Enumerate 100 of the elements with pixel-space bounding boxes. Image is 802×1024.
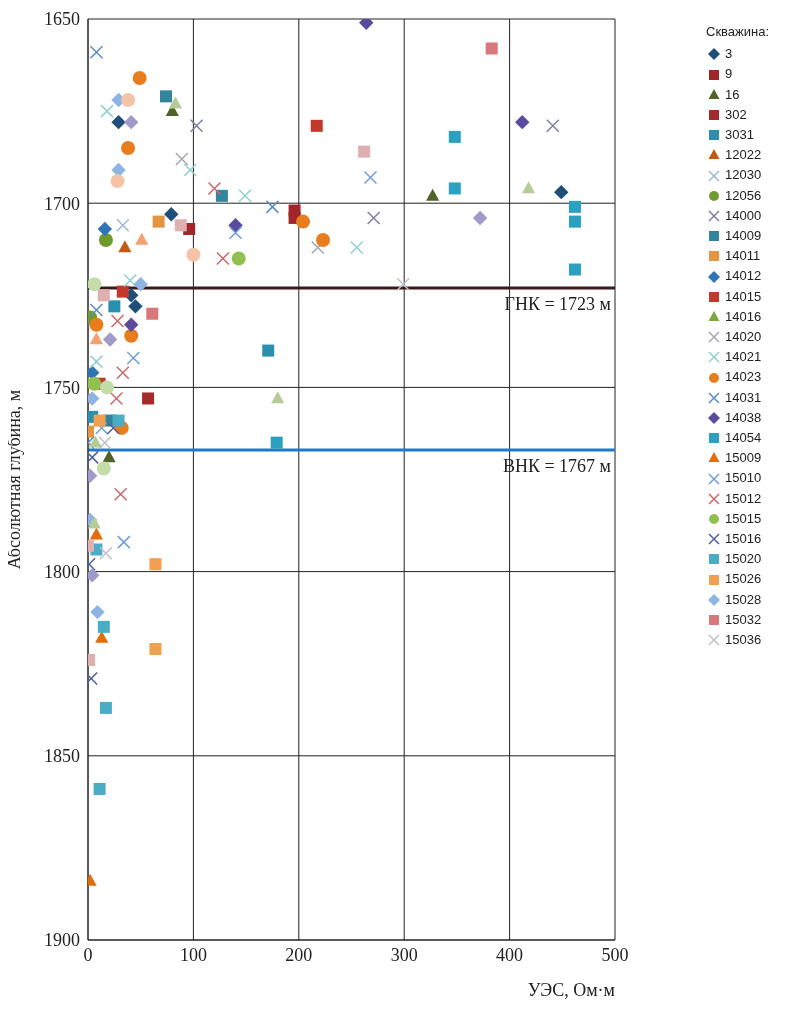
legend-label: 15028 [725, 590, 762, 609]
point [546, 119, 560, 133]
point [271, 391, 285, 404]
legend-label: 15009 [725, 449, 762, 468]
point [102, 450, 116, 463]
point [112, 414, 125, 427]
x-tick-label: 500 [601, 944, 629, 965]
legend-label: 15026 [725, 570, 762, 589]
y-tick-label: 1800 [44, 561, 80, 582]
point [228, 225, 243, 240]
legend-label: 14012 [725, 267, 762, 286]
point [118, 240, 132, 253]
point [175, 152, 189, 166]
legend-label: 3 [725, 45, 733, 64]
point [472, 210, 488, 226]
point [88, 277, 102, 292]
point [135, 232, 149, 245]
legend-label: 15010 [725, 469, 762, 488]
point [89, 354, 104, 369]
point [111, 114, 126, 130]
point [108, 300, 121, 313]
legend-label: 12056 [725, 186, 762, 205]
point [485, 42, 498, 55]
point [88, 376, 102, 391]
point [95, 630, 109, 643]
point [89, 303, 104, 317]
legend-label: 15016 [725, 530, 762, 549]
point [164, 207, 179, 222]
point [116, 285, 129, 298]
x-tick-label: 300 [390, 944, 418, 965]
legend-label: 14020 [725, 328, 762, 347]
legend-label: 14021 [725, 348, 762, 367]
legend-label: 12030 [725, 166, 762, 185]
point [97, 289, 110, 302]
y-axis-title: Абсолютная глубина, м [4, 389, 25, 570]
point [142, 392, 155, 405]
point [121, 140, 136, 155]
point [568, 200, 581, 213]
point [89, 527, 104, 540]
legend-label: 14031 [725, 388, 762, 407]
legend-label: 15012 [725, 489, 762, 508]
point [110, 174, 125, 189]
legend-label: 14011 [725, 247, 761, 266]
point [363, 170, 378, 185]
point [238, 189, 252, 203]
point [89, 45, 104, 59]
point [93, 782, 106, 795]
point [124, 328, 139, 343]
point [116, 365, 130, 380]
legend-label: 15036 [725, 631, 762, 650]
point [133, 277, 148, 292]
point [310, 119, 323, 132]
point [426, 188, 440, 201]
point [124, 114, 139, 130]
point [311, 240, 325, 255]
point [448, 130, 461, 143]
y-tick-label: 1700 [44, 193, 80, 214]
point [396, 277, 410, 291]
point [99, 380, 114, 395]
point [97, 221, 113, 237]
point [88, 516, 101, 529]
point [207, 181, 222, 196]
legend-label: 15032 [725, 610, 762, 629]
y-tick-label: 1750 [44, 377, 80, 398]
point [121, 93, 136, 108]
point [99, 701, 112, 714]
legend-label: 14023 [725, 368, 762, 387]
point [98, 435, 112, 450]
point [215, 189, 228, 202]
legend-label: 16 [725, 85, 740, 104]
point [568, 215, 581, 228]
point [89, 332, 104, 345]
point [316, 233, 331, 248]
legend-label: 15020 [725, 550, 762, 569]
legend-label: 3031 [725, 126, 754, 144]
point [96, 461, 111, 476]
point [117, 535, 131, 549]
y-tick-label: 1650 [44, 9, 80, 30]
legend-label: 14038 [725, 408, 762, 427]
point [296, 214, 311, 229]
point [149, 558, 162, 571]
x-tick-label: 400 [496, 944, 524, 965]
x-tick-label: 100 [179, 944, 207, 965]
point [149, 642, 162, 655]
point [515, 114, 530, 130]
point [231, 251, 246, 266]
point [123, 273, 137, 288]
legend-label: 14000 [725, 206, 762, 225]
point [94, 421, 109, 435]
point [109, 391, 124, 406]
point [160, 90, 172, 103]
point [146, 307, 159, 320]
point [174, 219, 187, 232]
legend-label: 14009 [725, 227, 762, 246]
point [89, 317, 104, 332]
point [99, 546, 113, 560]
point [554, 184, 569, 200]
x-tick-label: 0 [83, 944, 93, 965]
point [270, 436, 283, 449]
point [216, 251, 230, 266]
